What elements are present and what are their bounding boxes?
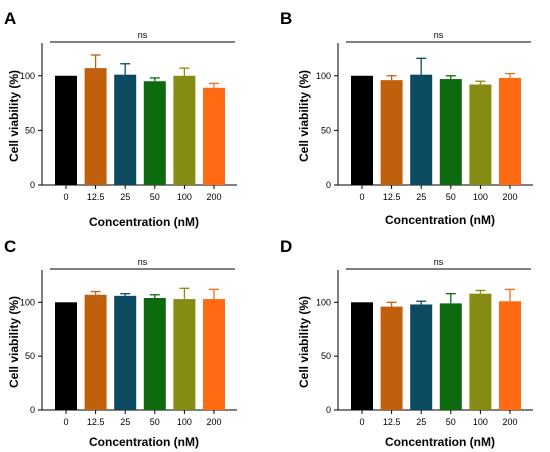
significance-label: ns [138,257,148,267]
bar-0 [351,75,373,185]
y-axis-label: Cell viability (%) [297,70,311,162]
x-axis-label: Concentration (nM) [89,215,199,229]
chart-panel-c: C Cell viability (%) 0 50 100 0 12.5 25 50 100 200… [4,237,237,449]
significance-label: ns [138,30,148,40]
x-tick-label: 25 [416,417,426,427]
x-axis-label: Concentration (nM) [385,435,495,449]
y-tick-label: 100 [316,71,331,81]
bar-12.5 [84,294,107,410]
x-tick-label: 0 [63,192,68,202]
bar-25 [114,74,137,185]
bar-25 [410,74,433,185]
bar-100 [469,84,492,185]
chart-panel-a: A Cell viability (%) 0 50 100 0 12.5 25 50 100 200… [4,9,237,229]
x-tick-label: 200 [502,192,517,202]
x-tick-label: 25 [120,192,130,202]
x-axis-label: Concentration (nM) [385,213,495,227]
bar-200 [499,301,521,410]
x-tick-label: 12.5 [87,192,105,202]
bar-50 [439,303,462,410]
bar-200 [203,87,225,185]
bar-12.5 [380,306,403,410]
y-tick-label: 50 [25,125,35,135]
bar-0 [55,75,77,185]
y-tick-label: 0 [30,180,35,190]
y-axis-label: Cell viability (%) [297,296,311,388]
x-tick-label: 100 [177,417,192,427]
panel-letter: A [4,9,16,28]
x-tick-label: 50 [150,192,160,202]
x-tick-label: 12.5 [383,417,401,427]
x-tick-label: 0 [63,417,68,427]
x-tick-label: 100 [473,417,488,427]
x-tick-label: 50 [446,417,456,427]
bar-200 [203,299,225,410]
x-tick-label: 100 [177,192,192,202]
bar-50 [143,81,166,185]
bar-50 [439,79,462,185]
significance-label: ns [434,257,444,267]
bar-200 [499,77,521,185]
panel-letter: B [280,9,292,28]
x-tick-label: 0 [359,192,364,202]
y-tick-label: 100 [20,297,35,307]
bar-25 [410,304,433,410]
y-axis-label: Cell viability (%) [7,296,21,388]
y-tick-label: 50 [321,351,331,361]
chart-panel-b: B Cell viability (%) 0 50 100 0 12.5 25 50 100 200… [280,9,533,227]
bar-0 [55,302,77,410]
x-axis-label: Concentration (nM) [89,435,199,449]
x-tick-label: 50 [150,417,160,427]
x-tick-label: 100 [473,192,488,202]
y-tick-label: 0 [30,405,35,415]
x-tick-label: 12.5 [87,417,105,427]
x-tick-label: 200 [502,417,517,427]
x-tick-label: 0 [359,417,364,427]
y-axis-label: Cell viability (%) [7,70,21,162]
bar-0 [351,302,373,410]
y-tick-label: 100 [20,71,35,81]
y-tick-label: 0 [326,405,331,415]
y-tick-label: 0 [326,180,331,190]
panel-letter: D [280,237,292,256]
significance-label: ns [434,30,444,40]
x-tick-label: 25 [416,192,426,202]
bar-12.5 [380,80,403,185]
x-tick-label: 50 [446,192,456,202]
bar-100 [469,293,492,410]
bar-50 [143,298,166,410]
bar-100 [173,299,196,410]
bar-25 [114,295,137,410]
x-tick-label: 200 [206,417,221,427]
x-tick-label: 12.5 [383,192,401,202]
chart-panel-d: D Cell viability (%) 0 50 100 0 12.5 25 50 100 200… [280,237,533,449]
y-tick-label: 50 [321,125,331,135]
x-tick-label: 200 [206,192,221,202]
x-tick-label: 25 [120,417,130,427]
y-tick-label: 100 [316,297,331,307]
bar-100 [173,75,196,185]
panel-letter: C [4,237,16,256]
bar-12.5 [84,68,107,185]
y-tick-label: 50 [25,351,35,361]
